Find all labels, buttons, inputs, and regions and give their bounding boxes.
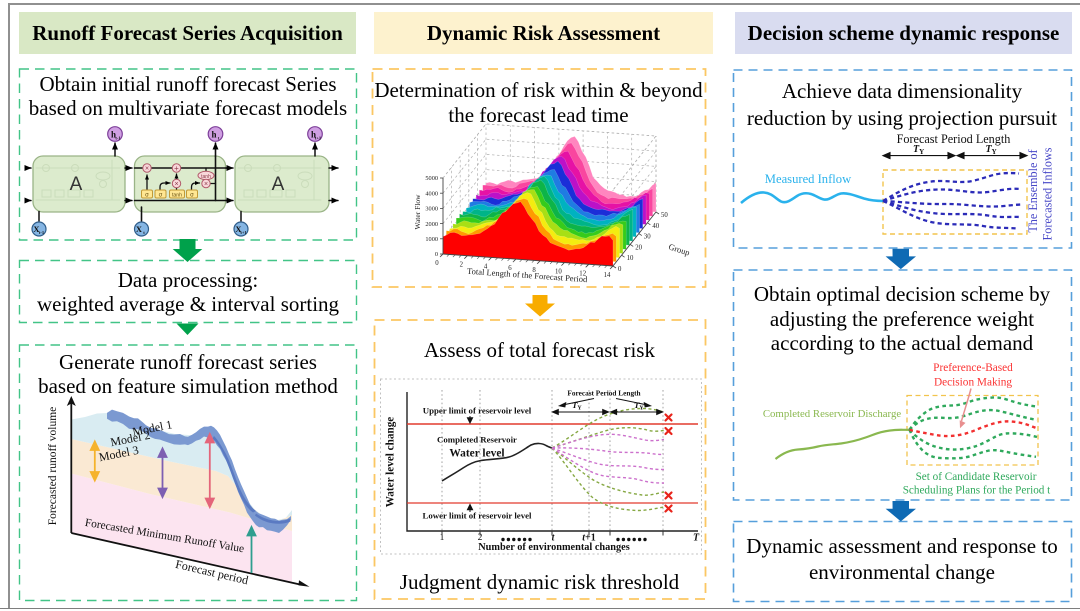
svg-text:X: X bbox=[33, 224, 40, 234]
svg-text:Total Length of the Forecast P: Total Length of the Forecast Period bbox=[467, 266, 589, 284]
svg-text:Forecast Period Length: Forecast Period Length bbox=[567, 389, 640, 398]
svg-text:A: A bbox=[70, 174, 83, 195]
svg-text:Scheduling Plans for the Perio: Scheduling Plans for the Period t bbox=[903, 485, 1051, 497]
svg-text:Forecasted runoff volume: Forecasted runoff volume bbox=[47, 407, 59, 526]
svg-text:Set of Candidate Reservoir: Set of Candidate Reservoir bbox=[916, 471, 1037, 483]
svg-text:TY: TY bbox=[572, 400, 582, 412]
svg-text:0: 0 bbox=[618, 266, 622, 273]
svg-text:50: 50 bbox=[661, 212, 668, 219]
svg-text:tanh: tanh bbox=[201, 174, 211, 180]
svg-text:6: 6 bbox=[508, 265, 512, 272]
svg-text:TY: TY bbox=[913, 144, 924, 156]
svg-text:Upper limit of reservoir level: Upper limit of reservoir level bbox=[423, 406, 532, 416]
svg-text:2: 2 bbox=[460, 262, 464, 269]
svg-text:8: 8 bbox=[532, 267, 536, 274]
svg-text:×: × bbox=[204, 181, 208, 188]
svg-text:t+1: t+1 bbox=[582, 533, 595, 544]
svg-text:Measured Inflow: Measured Inflow bbox=[765, 172, 852, 186]
svg-text:20: 20 bbox=[635, 244, 642, 251]
svg-text:Completed Reservoir Discharge: Completed Reservoir Discharge bbox=[763, 408, 902, 420]
svg-text:h: h bbox=[211, 130, 216, 140]
svg-text:Water level: Water level bbox=[449, 448, 504, 460]
svg-text:t: t bbox=[143, 230, 145, 235]
svg-text:Completed Reservoir: Completed Reservoir bbox=[437, 435, 517, 445]
svg-text:t-1: t-1 bbox=[115, 136, 121, 141]
svg-text:h: h bbox=[311, 130, 316, 140]
svg-text:40: 40 bbox=[652, 223, 659, 230]
svg-text:0: 0 bbox=[435, 251, 438, 258]
svg-text:4: 4 bbox=[484, 263, 488, 270]
svg-text:t-1: t-1 bbox=[39, 230, 45, 235]
svg-text:X: X bbox=[136, 224, 143, 234]
svg-text:1: 1 bbox=[440, 533, 445, 543]
svg-text:σ: σ bbox=[145, 193, 149, 199]
svg-text:A: A bbox=[272, 174, 285, 195]
svg-text:5000: 5000 bbox=[425, 175, 438, 182]
svg-text:2: 2 bbox=[478, 533, 483, 543]
svg-text:×: × bbox=[174, 181, 178, 188]
svg-text:0: 0 bbox=[435, 260, 439, 267]
svg-text:t: t bbox=[552, 533, 556, 544]
svg-text:σ: σ bbox=[190, 193, 194, 199]
svg-text:14: 14 bbox=[604, 272, 611, 279]
svg-text:t: t bbox=[218, 136, 220, 141]
svg-text:Preference-Based: Preference-Based bbox=[933, 362, 1013, 374]
svg-text:+: + bbox=[174, 164, 179, 173]
svg-text:The Ensemble of: The Ensemble of bbox=[1026, 148, 1040, 232]
svg-text:3000: 3000 bbox=[425, 206, 438, 213]
svg-text:Water level change: Water level change bbox=[385, 417, 397, 508]
svg-text:t+1: t+1 bbox=[315, 136, 322, 141]
svg-text:TY: TY bbox=[986, 144, 997, 156]
svg-text:12: 12 bbox=[579, 270, 586, 277]
svg-text:Decision Making: Decision Making bbox=[934, 377, 1012, 389]
svg-text:×: × bbox=[145, 166, 149, 173]
svg-text:T: T bbox=[693, 533, 700, 544]
svg-text:30: 30 bbox=[644, 234, 651, 241]
svg-text:σ: σ bbox=[159, 193, 163, 199]
svg-text:1000: 1000 bbox=[425, 236, 438, 243]
svg-text:4000: 4000 bbox=[425, 190, 438, 197]
svg-text:tanh: tanh bbox=[172, 192, 182, 198]
svg-text:t+1: t+1 bbox=[240, 230, 247, 235]
svg-text:10: 10 bbox=[627, 255, 634, 262]
svg-text:X: X bbox=[235, 224, 242, 234]
svg-text:Number of environmental change: Number of environmental changes bbox=[478, 542, 630, 553]
svg-text:Group: Group bbox=[667, 241, 691, 257]
svg-text:Lower limit of reservoir level: Lower limit of reservoir level bbox=[423, 511, 533, 521]
svg-text:Forecasted Inflows: Forecasted Inflows bbox=[1041, 147, 1055, 240]
svg-text:Water Flow: Water Flow bbox=[413, 194, 422, 230]
svg-text:2000: 2000 bbox=[425, 221, 438, 228]
svg-text:Forecast Period Length: Forecast Period Length bbox=[897, 132, 1011, 146]
svg-text:TY: TY bbox=[634, 400, 644, 412]
svg-text:h: h bbox=[111, 130, 116, 140]
svg-text:10: 10 bbox=[555, 269, 562, 276]
